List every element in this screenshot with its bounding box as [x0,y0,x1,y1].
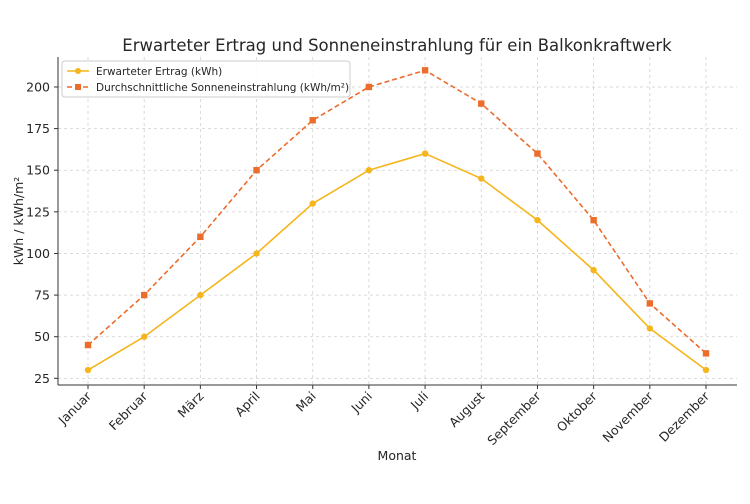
y-tick-label: 175 [26,121,50,136]
data-point [84,341,92,349]
data-point [646,300,654,307]
data-point [646,325,654,332]
axes: Januar Februar März April Mai Juni Juli AugustS… [26,57,737,448]
x-tick-label: Juni [347,389,375,417]
data-point [197,291,204,299]
x-axis-label: Monat [378,448,417,463]
legend: Erwarteter Ertrag (kWh) Durchschnittliche… [61,60,351,98]
data-point [478,100,485,107]
legend-label: Erwarteter Ertrag (kWh) [96,66,222,78]
legend-marker [75,68,81,74]
x-tick-label: Januar [55,388,95,428]
data-point [702,350,710,357]
x-tick-label: März [175,388,207,420]
series-layer [84,67,710,374]
y-tick-label: 75 [34,288,50,303]
data-point [253,250,260,257]
x-tick-label: November [599,388,656,445]
data-point [478,175,485,182]
y-tick-label: 200 [26,79,50,94]
data-point [197,233,204,241]
data-point [702,366,710,374]
data-point [140,291,148,299]
legend-box [61,60,351,98]
x-tick-label: April [232,389,263,420]
data-point [309,117,316,124]
y-tick-label: 100 [26,246,50,261]
data-point [365,167,373,174]
data-point [590,266,597,274]
x-tick-label: Februar [106,388,151,433]
data-point [84,366,92,374]
data-point [140,333,148,340]
y-axis-label: kWh / kWh/m² [11,177,26,266]
x-tick-label: August [446,388,488,430]
legend-label: Durchschnittliche Sonneneinstrahlung (kW… [96,82,349,94]
x-tick-label: Mai [293,389,319,415]
chart-title: Erwarteter Ertrag und Sonneneinstrahlung… [122,36,672,55]
data-point [253,167,260,174]
data-point [534,150,541,157]
grid [58,57,737,385]
x-tick-label: September [484,388,544,448]
y-tick-label: 125 [26,204,50,219]
data-point [590,216,597,224]
x-tick-label: Dezember [656,388,713,445]
data-point [421,67,429,74]
y-tick-label: 25 [34,371,50,386]
series-line [87,152,707,371]
data-point [421,150,429,157]
data-point [309,200,316,207]
x-tick-label: Oktober [554,388,601,435]
data-point [365,83,373,91]
x-tick-label: Juli [407,389,431,413]
legend-marker [75,84,81,90]
data-point [534,216,541,224]
y-tick-label: 150 [26,163,50,178]
y-tick-label: 50 [34,329,50,344]
